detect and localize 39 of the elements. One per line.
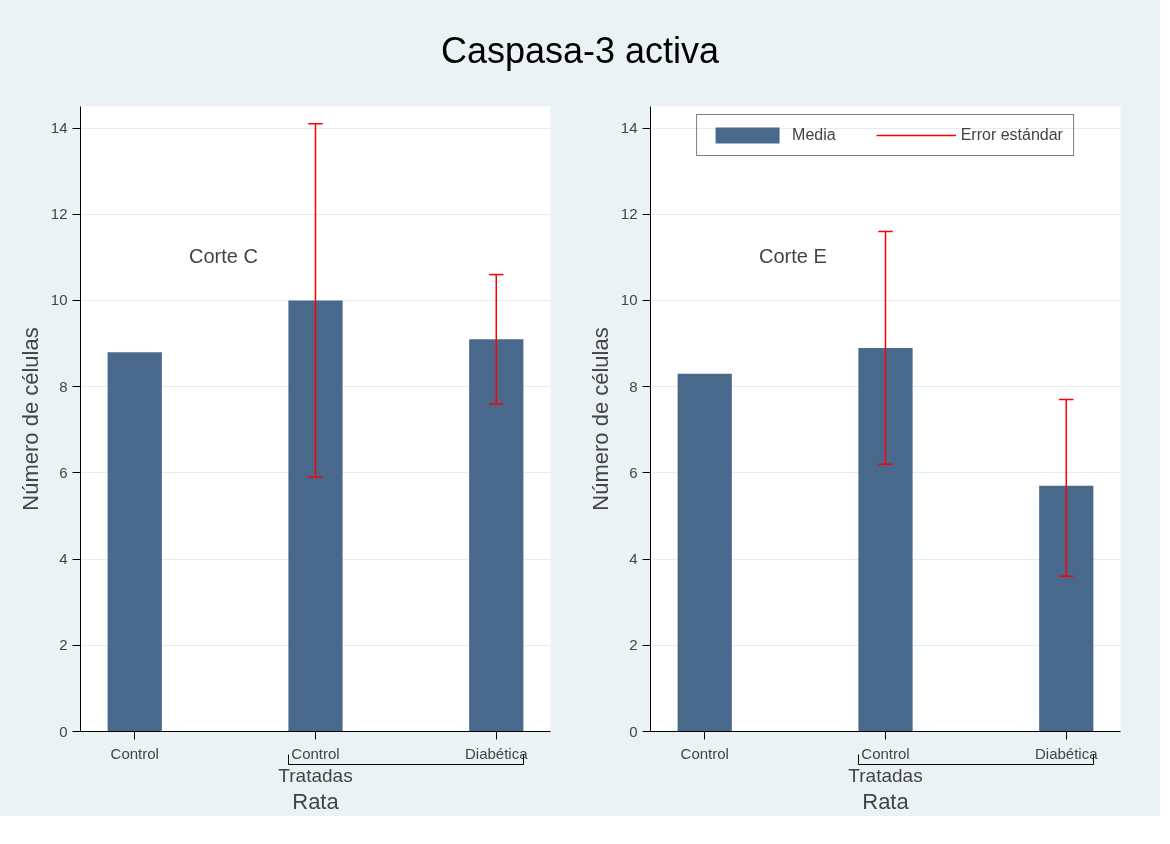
y-tick-label: 10 <box>620 291 638 309</box>
bar <box>469 339 524 732</box>
y-tick-label: 14 <box>50 119 68 137</box>
x-tick-label: Control <box>110 744 159 762</box>
x-tick-label: Diabética <box>1035 744 1099 762</box>
annotation: Corte C <box>188 245 258 268</box>
y-tick-label: 4 <box>629 550 638 568</box>
x-tick-label: Diabética <box>465 744 529 762</box>
text: Tratadas <box>278 764 353 786</box>
y-tick-label: 0 <box>59 722 68 740</box>
x-tick-label: Control <box>291 744 340 762</box>
annotation: Error estándar <box>960 126 1063 145</box>
y-tick-label: 10 <box>50 291 68 309</box>
y-tick-label: 12 <box>50 205 68 223</box>
y-tick-label: 2 <box>629 636 638 654</box>
y-tick-label: 12 <box>620 205 638 223</box>
legend-label: Media <box>792 126 836 145</box>
y-axis-title: Número de células <box>587 327 613 512</box>
chart-title: Caspasa-3 activa <box>440 29 720 73</box>
y-tick-label: 8 <box>629 378 638 396</box>
x-axis-title: Rata <box>292 788 340 814</box>
x-axis-title: Rata <box>862 788 910 814</box>
y-tick-label: 8 <box>59 378 68 396</box>
bar <box>288 300 343 732</box>
y-tick-label: 2 <box>59 636 68 654</box>
bar <box>677 374 732 732</box>
bar <box>107 352 162 732</box>
bar <box>1039 486 1094 732</box>
bar <box>858 348 913 732</box>
y-tick-label: 14 <box>620 119 638 137</box>
x-tick-label: Control <box>680 744 729 762</box>
x-tick-label: Control <box>861 744 910 762</box>
y-tick-label: 6 <box>629 464 638 482</box>
y-tick-label: 0 <box>629 722 638 740</box>
y-tick-label: 6 <box>59 464 68 482</box>
y-axis-title: Número de células <box>17 327 43 512</box>
text: Tratadas <box>848 764 923 786</box>
y-tick-label: 4 <box>59 550 68 568</box>
annotation: Corte E <box>758 245 827 268</box>
